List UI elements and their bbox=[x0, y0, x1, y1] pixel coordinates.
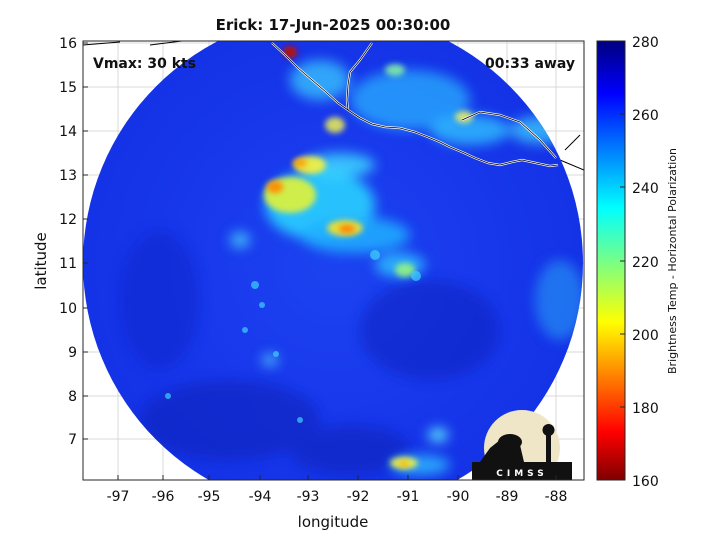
chart-title: Erick: 17-Jun-2025 00:30:00 bbox=[216, 16, 451, 34]
y-tick-label: 15 bbox=[59, 80, 77, 96]
plot-frame bbox=[82, 40, 585, 481]
y-tick-label: 14 bbox=[59, 124, 77, 140]
y-tick-label: 9 bbox=[68, 345, 77, 361]
x-tick-label: -91 bbox=[397, 489, 420, 505]
x-tick-label: -95 bbox=[198, 489, 221, 505]
colorbar: 160 180 200 220 240 260 280 Brightness T… bbox=[596, 35, 679, 490]
colorbar-tick-label: 160 bbox=[632, 474, 659, 490]
y-tick-label: 8 bbox=[68, 389, 77, 405]
y-axis: 7 8 9 10 11 12 13 14 15 16 latitude bbox=[32, 36, 88, 448]
y-axis-label: latitude bbox=[32, 232, 50, 290]
colorbar-tick-label: 220 bbox=[632, 255, 659, 271]
vmax-label: Vmax: 30 kts bbox=[93, 56, 196, 72]
logo-text: CIMSS bbox=[496, 469, 547, 479]
outer-borders bbox=[83, 41, 584, 171]
y-tick-label: 7 bbox=[68, 432, 77, 448]
x-tick-label: -88 bbox=[545, 489, 568, 505]
time-offset-label: 00:33 away bbox=[485, 56, 575, 72]
colorbar-tick-label: 180 bbox=[632, 401, 659, 417]
x-tick-label: -97 bbox=[107, 489, 130, 505]
y-tick-label: 10 bbox=[59, 301, 77, 317]
colorbar-label: Brightness Temp - Horizontal Polarizatio… bbox=[666, 148, 679, 374]
x-tick-label: -96 bbox=[152, 489, 175, 505]
x-tick-label: -89 bbox=[496, 489, 519, 505]
colorbar-tick-label: 260 bbox=[632, 108, 659, 124]
y-tick-label: 11 bbox=[59, 256, 77, 272]
colorbar-tick-label: 280 bbox=[632, 35, 659, 51]
cimss-logo: CIMSS bbox=[472, 410, 572, 480]
map-plot-area: CIMSS Vmax: 30 kts 00:33 away bbox=[82, 40, 585, 481]
y-tick-label: 12 bbox=[59, 212, 77, 228]
colorbar-tick-label: 240 bbox=[632, 181, 659, 197]
scattered-cells bbox=[165, 250, 421, 423]
x-tick-label: -94 bbox=[249, 489, 272, 505]
x-axis-label: longitude bbox=[298, 513, 369, 531]
colorbar-tick-label: 200 bbox=[632, 328, 659, 344]
y-tick-label: 13 bbox=[59, 168, 77, 184]
x-tick-label: -90 bbox=[447, 489, 470, 505]
x-tick-label: -93 bbox=[297, 489, 320, 505]
x-tick-label: -92 bbox=[347, 489, 370, 505]
y-tick-label: 16 bbox=[59, 36, 77, 52]
coastline-outline bbox=[271, 42, 559, 167]
x-axis: -97 -96 -95 -94 -93 -92 -91 -90 -89 -88 … bbox=[107, 475, 568, 531]
